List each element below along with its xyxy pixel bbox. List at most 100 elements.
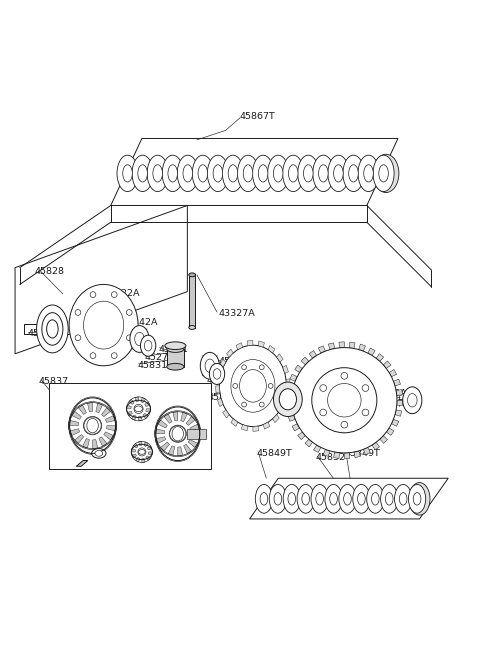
Ellipse shape	[255, 485, 273, 514]
Ellipse shape	[177, 155, 198, 191]
Ellipse shape	[219, 345, 287, 426]
Polygon shape	[344, 453, 350, 458]
Circle shape	[292, 348, 397, 453]
Ellipse shape	[367, 485, 384, 514]
Text: 45271: 45271	[144, 352, 174, 362]
Polygon shape	[263, 422, 270, 429]
Polygon shape	[178, 447, 183, 456]
Polygon shape	[183, 444, 192, 453]
Ellipse shape	[268, 155, 288, 191]
Ellipse shape	[330, 493, 337, 505]
Polygon shape	[285, 392, 290, 400]
Polygon shape	[69, 421, 78, 426]
Polygon shape	[318, 346, 325, 353]
Ellipse shape	[141, 335, 156, 356]
Polygon shape	[136, 457, 140, 462]
Polygon shape	[155, 428, 164, 434]
Polygon shape	[139, 441, 142, 445]
Polygon shape	[305, 439, 312, 447]
Polygon shape	[292, 424, 300, 431]
Polygon shape	[354, 451, 360, 458]
Ellipse shape	[408, 485, 426, 514]
Polygon shape	[158, 420, 168, 428]
Polygon shape	[328, 343, 335, 350]
Ellipse shape	[358, 493, 365, 505]
Ellipse shape	[238, 155, 259, 191]
Polygon shape	[187, 416, 196, 425]
Ellipse shape	[213, 165, 223, 182]
Polygon shape	[72, 411, 82, 419]
Ellipse shape	[403, 387, 422, 414]
Ellipse shape	[153, 165, 162, 182]
Polygon shape	[127, 405, 131, 409]
Ellipse shape	[302, 493, 310, 505]
Polygon shape	[181, 411, 188, 421]
Polygon shape	[139, 416, 142, 421]
Polygon shape	[258, 341, 264, 347]
Ellipse shape	[135, 332, 144, 346]
Polygon shape	[220, 359, 226, 367]
Polygon shape	[87, 403, 93, 411]
Polygon shape	[186, 417, 195, 425]
Polygon shape	[70, 429, 80, 436]
Polygon shape	[247, 341, 253, 346]
Text: 45737B: 45737B	[230, 406, 267, 415]
Circle shape	[90, 291, 96, 297]
Polygon shape	[189, 275, 195, 328]
Circle shape	[170, 426, 186, 441]
Ellipse shape	[183, 165, 192, 182]
Polygon shape	[71, 411, 81, 419]
Polygon shape	[191, 434, 200, 439]
Polygon shape	[286, 405, 293, 411]
Polygon shape	[188, 440, 198, 447]
Ellipse shape	[123, 165, 132, 182]
Text: 45822A: 45822A	[104, 289, 140, 297]
Ellipse shape	[69, 284, 138, 365]
Polygon shape	[323, 449, 330, 457]
Text: 45849T: 45849T	[344, 449, 380, 458]
Polygon shape	[93, 441, 98, 449]
Ellipse shape	[144, 341, 152, 351]
Polygon shape	[156, 437, 166, 443]
Polygon shape	[145, 402, 150, 407]
Ellipse shape	[288, 493, 296, 505]
Polygon shape	[144, 442, 148, 447]
Ellipse shape	[325, 485, 342, 514]
Ellipse shape	[87, 419, 98, 433]
Circle shape	[233, 383, 238, 388]
Polygon shape	[157, 419, 167, 428]
Polygon shape	[168, 447, 175, 456]
Ellipse shape	[297, 485, 314, 514]
Polygon shape	[250, 478, 448, 519]
Polygon shape	[160, 443, 169, 452]
Polygon shape	[359, 344, 365, 351]
Circle shape	[341, 421, 348, 428]
Polygon shape	[389, 369, 396, 377]
Circle shape	[111, 353, 117, 358]
Ellipse shape	[231, 360, 275, 412]
Ellipse shape	[209, 364, 225, 384]
Ellipse shape	[269, 485, 287, 514]
Polygon shape	[148, 452, 153, 455]
Polygon shape	[156, 437, 165, 443]
Ellipse shape	[327, 383, 361, 417]
Polygon shape	[386, 428, 394, 436]
Ellipse shape	[252, 155, 274, 191]
Ellipse shape	[274, 165, 283, 182]
Polygon shape	[187, 429, 206, 439]
Polygon shape	[106, 416, 115, 422]
Ellipse shape	[189, 273, 195, 277]
Text: 45849T: 45849T	[257, 449, 292, 458]
Ellipse shape	[379, 165, 388, 182]
Circle shape	[126, 335, 132, 341]
Polygon shape	[132, 449, 135, 452]
Circle shape	[268, 383, 273, 388]
Text: 45826: 45826	[91, 453, 120, 462]
Polygon shape	[181, 412, 187, 422]
Text: 45831D: 45831D	[137, 361, 174, 370]
Polygon shape	[295, 365, 302, 373]
Ellipse shape	[198, 165, 208, 182]
Polygon shape	[376, 354, 384, 362]
Ellipse shape	[258, 165, 268, 182]
Polygon shape	[368, 348, 375, 356]
